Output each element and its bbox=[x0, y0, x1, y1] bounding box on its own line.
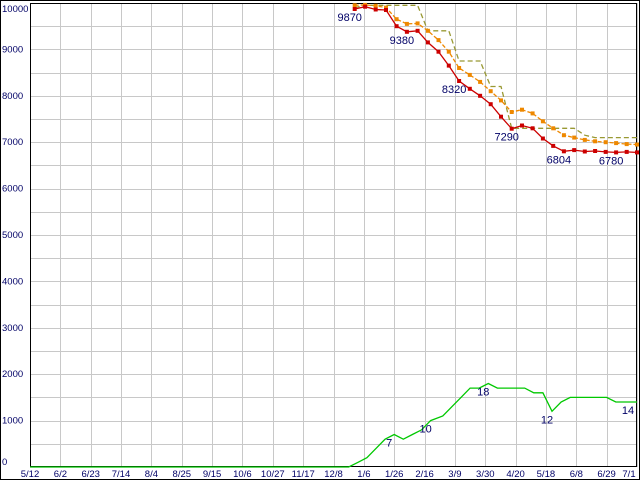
svg-text:9380: 9380 bbox=[390, 35, 414, 47]
svg-text:5/12: 5/12 bbox=[21, 469, 40, 480]
svg-text:6780: 6780 bbox=[599, 155, 623, 167]
svg-text:3/9: 3/9 bbox=[448, 469, 461, 480]
x-axis-labels: 5/12 6/2 6/23 7/14 8/4 8/25 9/15 10/6 10/27 11/17… bbox=[21, 469, 636, 480]
svg-text:9/15: 9/15 bbox=[203, 469, 222, 480]
svg-text:10: 10 bbox=[419, 424, 431, 436]
svg-text:1000: 1000 bbox=[2, 416, 23, 427]
svg-text:6/29: 6/29 bbox=[597, 469, 616, 480]
svg-text:7000: 7000 bbox=[2, 137, 23, 148]
markers-mid-orange-dashed bbox=[352, 2, 639, 147]
svg-text:2/16: 2/16 bbox=[415, 469, 434, 480]
svg-text:6/2: 6/2 bbox=[54, 469, 67, 480]
svg-text:2000: 2000 bbox=[2, 369, 23, 380]
svg-text:5/18: 5/18 bbox=[537, 469, 556, 480]
svg-text:7/1: 7/1 bbox=[622, 469, 635, 480]
svg-text:7: 7 bbox=[386, 438, 392, 450]
svg-text:8320: 8320 bbox=[442, 84, 466, 96]
y-axis-labels: 0 1000 2000 3000 4000 5000 6000 7000 8000 9000 100… bbox=[2, 4, 28, 468]
markers-primary-red bbox=[352, 4, 639, 155]
svg-text:0: 0 bbox=[2, 457, 7, 468]
svg-text:10/27: 10/27 bbox=[261, 469, 285, 480]
svg-text:6/23: 6/23 bbox=[81, 469, 100, 480]
svg-text:4000: 4000 bbox=[2, 276, 23, 287]
series-lower-green bbox=[30, 382, 637, 468]
svg-text:8000: 8000 bbox=[2, 91, 23, 102]
svg-text:10/6: 10/6 bbox=[233, 469, 252, 480]
svg-text:18: 18 bbox=[477, 387, 489, 399]
svg-text:3000: 3000 bbox=[2, 323, 23, 334]
point-labels: 9870 9380 8320 7290 6804 6780 7 10 18 12 14 bbox=[337, 12, 634, 450]
svg-text:6000: 6000 bbox=[2, 184, 23, 195]
svg-text:7/14: 7/14 bbox=[112, 469, 131, 480]
svg-text:1/26: 1/26 bbox=[385, 469, 404, 480]
svg-text:9000: 9000 bbox=[2, 44, 23, 55]
svg-text:9870: 9870 bbox=[337, 12, 361, 24]
svg-text:3/30: 3/30 bbox=[476, 469, 495, 480]
svg-text:5000: 5000 bbox=[2, 230, 23, 241]
svg-text:11/17: 11/17 bbox=[292, 469, 315, 480]
svg-text:8/25: 8/25 bbox=[173, 469, 192, 480]
series-primary-red bbox=[354, 6, 638, 154]
gridlines bbox=[30, 3, 638, 467]
svg-text:14: 14 bbox=[622, 405, 634, 417]
svg-text:1/6: 1/6 bbox=[357, 469, 370, 480]
svg-text:8/4: 8/4 bbox=[145, 469, 158, 480]
svg-text:6804: 6804 bbox=[547, 154, 571, 166]
svg-text:10000: 10000 bbox=[2, 4, 28, 15]
svg-text:12: 12 bbox=[541, 414, 553, 426]
svg-text:4/20: 4/20 bbox=[506, 469, 525, 480]
series-mid-orange-dashed bbox=[354, 4, 638, 146]
svg-text:6/8: 6/8 bbox=[570, 469, 583, 480]
svg-text:12/8: 12/8 bbox=[324, 469, 343, 480]
svg-text:7290: 7290 bbox=[494, 132, 518, 144]
